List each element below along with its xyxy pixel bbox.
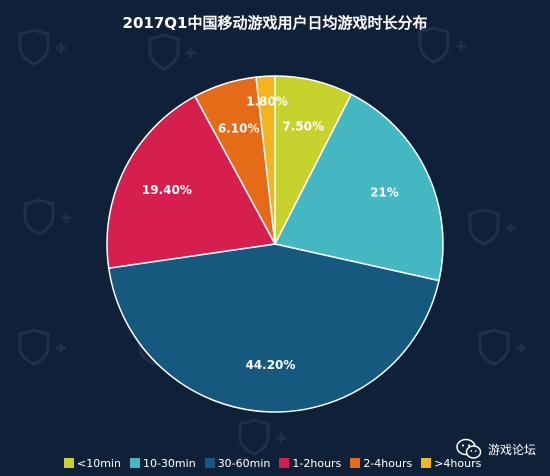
chart-title: 2017Q1中国移动游戏用户日均游戏时长分布 — [122, 14, 428, 32]
slice-data-label: 44.20% — [245, 358, 295, 372]
legend-swatch — [279, 458, 290, 468]
slice-data-label: 19.40% — [142, 183, 192, 197]
legend-item[interactable]: 1-2hours — [279, 457, 341, 470]
pie-slice[interactable] — [107, 243, 440, 413]
watermark-shield-icon — [18, 328, 66, 366]
watermark-shield-icon — [468, 208, 516, 246]
watermark-shield-icon — [238, 418, 286, 456]
legend-item[interactable]: >4hours — [421, 457, 481, 470]
legend-label: 10-30min — [142, 456, 196, 470]
legend-label: <10min — [77, 456, 121, 470]
brand-name: 游戏论坛 — [487, 442, 536, 457]
legend-swatch — [204, 458, 215, 468]
legend-label: >4hours — [434, 456, 482, 470]
watermark-shield-icon — [23, 198, 71, 236]
wechat-icon — [456, 438, 482, 459]
chart-legend: <10min 10-30min 30-60min 1-2hours 2-4hours >4… — [64, 455, 481, 471]
legend-item[interactable]: <10min — [64, 457, 121, 470]
legend-swatch — [129, 458, 140, 468]
legend-item[interactable]: 10-30min — [129, 456, 196, 470]
slice-data-label: 21% — [370, 185, 399, 199]
legend-swatch — [421, 458, 432, 468]
legend-swatch — [64, 458, 74, 468]
slice-data-label: 7.50% — [282, 119, 324, 133]
pie-slice[interactable] — [273, 93, 444, 282]
legend-item[interactable]: 30-60min — [204, 456, 271, 470]
watermark-shield-icon — [478, 328, 526, 366]
slice-data-label: 1.80% — [246, 94, 288, 108]
pie-slice[interactable] — [106, 95, 277, 270]
watermark-shield-icon — [418, 26, 466, 64]
brand-badge: 游戏论坛 — [456, 438, 536, 460]
legend-label: 2-4hours — [363, 456, 413, 470]
watermark-shield-icon — [148, 33, 196, 71]
legend-label: 1-2hours — [292, 456, 342, 470]
pie-slice[interactable] — [255, 75, 276, 245]
legend-item[interactable]: 2-4hours — [350, 457, 412, 470]
legend-swatch — [350, 458, 361, 468]
legend-label: 30-60min — [217, 456, 271, 470]
slice-data-label: 6.10% — [218, 122, 260, 136]
watermark-shield-icon — [18, 28, 66, 66]
